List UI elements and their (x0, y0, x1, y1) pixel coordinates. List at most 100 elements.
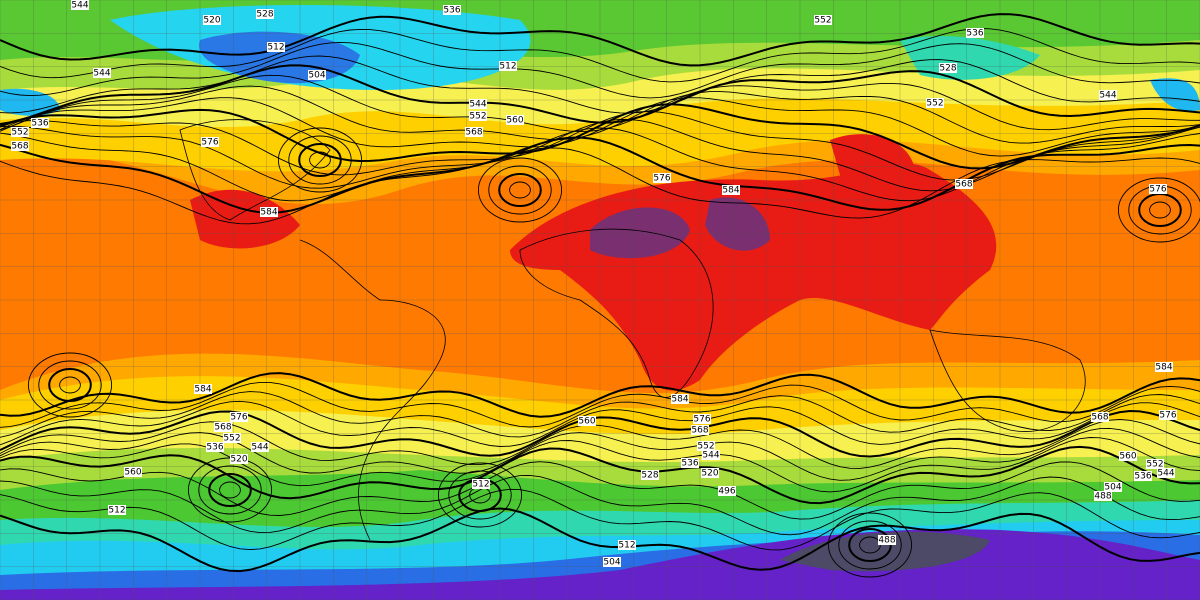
label-box (230, 412, 248, 422)
contour-line (0, 55, 1200, 114)
field-teal-north (900, 35, 1040, 80)
contour-label: 584 (260, 208, 277, 218)
contour-label: 560 (578, 417, 595, 427)
label-box (506, 115, 524, 125)
contour-label: 560 (1119, 452, 1136, 462)
contour-label: 576 (201, 138, 218, 148)
label-box (697, 441, 715, 451)
contour-label: 552 (1146, 460, 1163, 470)
contour-label: 544 (71, 1, 88, 11)
contour-line (0, 147, 1200, 225)
label-box (618, 540, 636, 550)
field-red-america (190, 189, 300, 249)
label-box (1159, 410, 1177, 420)
label-box (693, 414, 711, 424)
contour-line (0, 97, 1200, 157)
contour-line (0, 445, 1200, 505)
label-box (722, 185, 740, 195)
contour-ring (1149, 201, 1171, 219)
contour-line (0, 488, 1200, 551)
label-box (1155, 362, 1173, 372)
contour-label: 584 (194, 385, 211, 395)
contour-label: 488 (1094, 492, 1111, 502)
label-box (939, 63, 957, 73)
contour-label: 568 (1091, 413, 1108, 423)
contour-ring (838, 520, 902, 570)
contour-ring (288, 135, 352, 185)
contour-label: 536 (1134, 472, 1151, 482)
contour-line (0, 13, 1200, 67)
contour-label: 576 (653, 174, 670, 184)
contour-label: 568 (465, 128, 482, 138)
label-box (124, 467, 142, 477)
label-box (1149, 184, 1167, 194)
contour-line (0, 85, 1200, 144)
contour-ring (498, 173, 542, 207)
label-box (267, 42, 285, 52)
label-box (93, 68, 111, 78)
contour-label: 544 (93, 69, 110, 79)
contour-label: 504 (603, 558, 620, 568)
contour-label: 552 (814, 16, 831, 26)
contour-label: 568 (11, 142, 28, 152)
label-box (256, 9, 274, 19)
label-box (1146, 459, 1164, 469)
contour-ring (219, 481, 241, 499)
label-box (1099, 90, 1117, 100)
label-box (472, 479, 490, 489)
contour-label: 544 (1099, 91, 1116, 101)
label-box (1119, 451, 1137, 461)
contour-line (0, 391, 1200, 438)
label-box (1157, 468, 1175, 478)
label-box (194, 384, 212, 394)
contour-line (0, 474, 1200, 536)
label-box (955, 179, 973, 189)
height-contours (0, 13, 1200, 578)
field-cyan-west (0, 88, 60, 116)
contour-label: 576 (230, 413, 247, 423)
label-box (206, 442, 224, 452)
contour-label: 584 (671, 395, 688, 405)
contour-label: 584 (722, 186, 739, 196)
label-box (108, 505, 126, 515)
label-box (203, 15, 221, 25)
contour-ring (488, 165, 552, 215)
contour-label: 568 (214, 423, 231, 433)
contour-label: 488 (878, 536, 895, 546)
contour-ring (309, 151, 331, 169)
contour-label: 504 (1104, 483, 1121, 493)
coast-north-america (179, 119, 331, 221)
contour-label: 560 (506, 116, 523, 126)
contour-ring (277, 127, 363, 193)
contour-label: 536 (681, 459, 698, 469)
contour-label: 536 (206, 443, 223, 453)
contour-line (0, 507, 1200, 573)
label-box (691, 425, 709, 435)
label-box (308, 70, 326, 80)
contour-line (0, 28, 1200, 83)
contour-line (0, 381, 1200, 428)
field-purple-sahara (590, 207, 690, 259)
contour-ring (298, 143, 342, 177)
label-box (878, 535, 896, 545)
contour-ring (509, 181, 531, 199)
contour-ring (59, 376, 81, 394)
contour-ring (198, 465, 262, 515)
contour-line (0, 400, 1200, 447)
label-box (11, 127, 29, 137)
contour-label: 528 (641, 471, 658, 481)
coast-australia (929, 329, 1086, 432)
label-box (469, 99, 487, 109)
label-box (443, 5, 461, 15)
label-box (251, 442, 269, 452)
contour-ring (38, 360, 102, 410)
contour-line (0, 372, 1200, 418)
contour-ring (48, 368, 92, 402)
contour-label: 552 (469, 112, 486, 122)
contour-label: 568 (955, 180, 972, 190)
coast-africa (519, 228, 714, 398)
label-box (260, 207, 278, 217)
contour-label: 576 (1159, 411, 1176, 421)
contour-label: 544 (702, 451, 719, 461)
